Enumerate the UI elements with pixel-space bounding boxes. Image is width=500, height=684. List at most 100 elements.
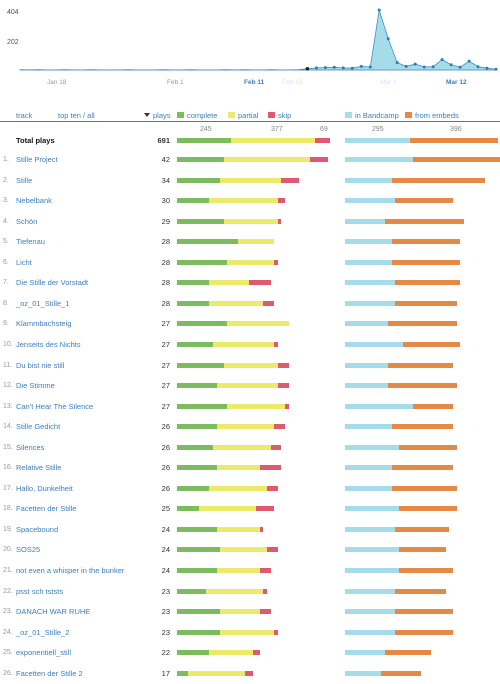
timeline-point[interactable]	[431, 65, 435, 69]
track-name-link[interactable]: Facetten der Stille	[16, 504, 77, 514]
track-name-link[interactable]: Jenseits des Nichts	[16, 339, 81, 349]
track-name-link[interactable]: Schön	[16, 216, 38, 226]
track-column-header[interactable]: track	[16, 111, 33, 120]
track-row[interactable]: 6. Licht 28	[0, 253, 500, 273]
bandcamp-legend[interactable]: in Bandcamp	[345, 110, 399, 122]
track-row[interactable]: 2. Stille 34	[0, 171, 500, 191]
track-name-link[interactable]: Stille	[16, 175, 33, 185]
top-ten-all-toggle[interactable]: top ten / all	[58, 111, 95, 120]
track-name-link[interactable]: Stille Project	[16, 155, 58, 164]
timeline-point[interactable]	[485, 66, 489, 70]
track-row[interactable]: 20. SOS25 24	[0, 540, 500, 560]
timeline-point[interactable]	[467, 59, 471, 63]
track-row[interactable]: 3. Nebelbank 30	[0, 191, 500, 211]
track-row[interactable]: 12. Die Stimme 27	[0, 376, 500, 396]
timeline-point[interactable]	[368, 65, 372, 69]
track-plays: 26	[161, 442, 170, 452]
timeline-point[interactable]	[350, 66, 354, 70]
timeline-point[interactable]	[404, 64, 408, 68]
timeline-point[interactable]	[314, 66, 318, 70]
timeline-point[interactable]	[458, 65, 462, 69]
track-name-link[interactable]: Stille Gedicht	[16, 422, 61, 432]
track-row[interactable]: 13. Can't Hear The Silence 27	[0, 397, 500, 417]
skip-legend[interactable]: skip	[268, 110, 291, 122]
track-name-link[interactable]: Licht	[16, 257, 32, 267]
timeline-point[interactable]	[422, 65, 426, 69]
timeline-point[interactable]	[413, 62, 417, 66]
track-name-link[interactable]: Hallo, Dunkelheit	[16, 483, 73, 493]
track-row[interactable]: 19. Spacebound 24	[0, 520, 500, 540]
timeline-point[interactable]	[449, 63, 453, 67]
track-name-link[interactable]: Silences	[16, 442, 45, 452]
x-label-feb11[interactable]: Feb 11	[244, 79, 265, 86]
x-label-mar12[interactable]: Mar 12	[446, 79, 467, 86]
track-row[interactable]: 10. Jenseits des Nichts 27	[0, 335, 500, 355]
embeds-segment	[384, 650, 432, 656]
track-source-bar	[345, 547, 446, 553]
track-row[interactable]: 24. _oz_01_Stille_2 23	[0, 623, 500, 643]
track-name-link[interactable]: Nebelbank	[16, 196, 52, 206]
partial-legend[interactable]: partial	[228, 110, 258, 122]
timeline-point[interactable]	[386, 37, 390, 41]
track-name-link[interactable]: exponentiell_still	[16, 648, 72, 658]
track-row[interactable]: 22. psst sch tststs 23	[0, 582, 500, 602]
track-row[interactable]: 7. Die Stille der Vorstadt 28	[0, 273, 500, 293]
timeline-point[interactable]	[341, 66, 345, 70]
track-name-link[interactable]: Spacebound	[16, 524, 59, 534]
track-status-bar	[177, 444, 282, 450]
timeline-point[interactable]	[395, 61, 399, 65]
track-name-link[interactable]: Die Stimme	[16, 381, 55, 391]
track-row[interactable]: 21. not even a whisper in the bunker 24	[0, 561, 500, 581]
timeline-point[interactable]	[332, 65, 336, 69]
track-row[interactable]: 25. exponentiell_still 22	[0, 643, 500, 663]
track-row[interactable]: 16. Relative Stille 26	[0, 458, 500, 478]
track-row[interactable]: 1. Stille Project 42	[0, 150, 500, 170]
timeline-point[interactable]	[440, 58, 444, 62]
track-name-link[interactable]: Relative Stille	[16, 463, 62, 473]
track-row[interactable]: 17. Hallo, Dunkelheit 26	[0, 479, 500, 499]
track-status-bar	[177, 341, 278, 347]
track-name-link[interactable]: Klammbachsteig	[16, 319, 72, 329]
complete-segment	[177, 280, 210, 286]
track-plays: 25	[161, 504, 170, 514]
track-row[interactable]: 15. Silences 26	[0, 438, 500, 458]
track-name-link[interactable]: Du bist nie still	[16, 360, 65, 370]
track-row[interactable]: 4. Schön 29	[0, 212, 500, 232]
total-label: Total plays	[16, 136, 55, 145]
track-name-link[interactable]: _oz_01_Stille_1	[16, 298, 70, 308]
track-source-bar	[345, 485, 457, 491]
embeds-legend[interactable]: from embeds	[405, 110, 459, 122]
track-plays: 22	[161, 648, 170, 658]
track-name-link[interactable]: Facetten der Stille 2	[16, 668, 83, 678]
timeline-point[interactable]	[476, 65, 480, 69]
track-row[interactable]: 14. Stille Gedicht 26	[0, 417, 500, 437]
complete-legend[interactable]: complete	[177, 110, 217, 122]
track-name-link[interactable]: Tiefenau	[16, 237, 45, 247]
track-name-link[interactable]: not even a whisper in the bunker	[16, 566, 125, 575]
track-name-link[interactable]: _oz_01_Stille_2	[16, 627, 70, 637]
timeline-point[interactable]	[305, 67, 310, 71]
track-name-link[interactable]: DANACH WAR RUHE	[16, 607, 91, 617]
track-row[interactable]: 11. Du bist nie still 27	[0, 356, 500, 376]
track-row[interactable]: 8. _oz_01_Stille_1 28	[0, 294, 500, 314]
track-row[interactable]: 18. Facetten der Stille 25	[0, 499, 500, 519]
timeline-point[interactable]	[377, 8, 381, 12]
track-name-link[interactable]: Die Stille der Vorstadt	[16, 278, 89, 288]
track-name-link[interactable]: psst sch tststs	[16, 586, 64, 596]
timeline-point[interactable]	[323, 66, 327, 70]
track-name-link[interactable]: Can't Hear The Silence	[16, 401, 94, 411]
plays-column-header[interactable]: plays	[144, 110, 171, 122]
track-row[interactable]: 23. DANACH WAR RUHE 23	[0, 602, 500, 622]
track-name-link[interactable]: SOS25	[16, 545, 41, 555]
track-source-bar	[345, 198, 453, 204]
complete-segment	[177, 157, 224, 162]
track-row[interactable]: 9. Klammbachsteig 27	[0, 314, 500, 334]
skip-segment	[259, 526, 264, 532]
timeline-point[interactable]	[494, 67, 498, 71]
skip-segment	[274, 259, 278, 265]
partial-segment	[209, 198, 278, 204]
track-row[interactable]: 26. Facetten der Stille 2 17	[0, 664, 500, 684]
track-row[interactable]: 5. Tiefenau 28	[0, 232, 500, 252]
timeline-point[interactable]	[359, 64, 363, 68]
embeds-legend-label: from embeds	[415, 111, 459, 120]
